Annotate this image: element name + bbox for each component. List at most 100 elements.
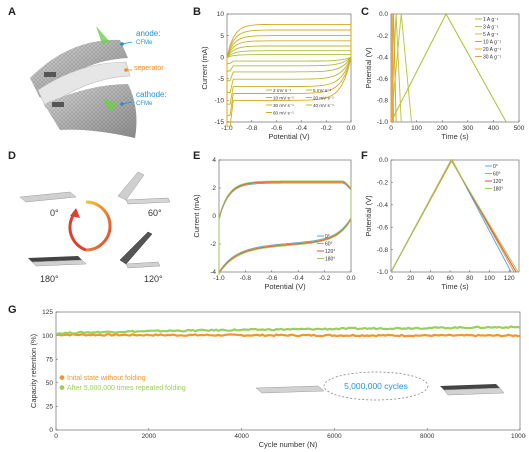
y-axis-label: Capacity retention (%) <box>29 333 38 408</box>
x-tick-label: 100 <box>411 125 422 132</box>
y-tick-label: 100 <box>42 333 53 340</box>
y-axis-label: Potential (V) <box>364 47 373 89</box>
x-tick-label: 120 <box>504 275 515 282</box>
y-axis-label: Potential (V) <box>364 195 373 237</box>
angle-label-120: 120° <box>144 274 163 284</box>
y-tick-label: 0 <box>212 213 216 220</box>
x-tick-label: 4000 <box>234 433 249 440</box>
y-tick-label: 50 <box>46 380 54 387</box>
x-tick-label: 0 <box>389 125 393 132</box>
x-tick-label: -0.2 <box>319 275 331 282</box>
legend-entry: 10 mV s⁻¹ <box>273 96 294 101</box>
bending-angles-drawing <box>19 171 171 269</box>
y-tick-label: 125 <box>42 309 53 316</box>
legend-marker <box>59 375 65 380</box>
y-tick-label: -0.8 <box>377 98 389 105</box>
chart-f-gcd-bending: 0 20 40 60 80 100 120 0.0 -0.2 -0.4 -0.6 -0.8 -1.0 Ti… <box>364 157 520 291</box>
x-axis-label: Potential (V) <box>268 132 310 141</box>
legend-entry: 10 A g⁻¹ <box>483 40 502 46</box>
legend-entry: 30 mV s⁻¹ <box>273 103 294 108</box>
legend-entry: 0° <box>493 164 498 170</box>
anode-sublabel: CFMe <box>136 40 153 46</box>
tab-connector <box>52 102 64 107</box>
legend-entry: 1 A g⁻¹ <box>483 17 499 23</box>
y-tick-label: -2 <box>210 241 216 248</box>
legend-entry: 0° <box>325 234 330 240</box>
tab-connector <box>44 72 56 77</box>
legend-marker <box>59 385 65 390</box>
legend-entry: 30 A g⁻¹ <box>483 55 502 61</box>
y-tick-label: 0.0 <box>379 11 388 18</box>
legend-entry: 60 mV s⁻¹ <box>273 111 294 116</box>
y-tick-label: -5 <box>218 76 224 83</box>
x-tick-label: 10000 <box>511 433 526 440</box>
y-tick-label: 0 <box>220 54 224 61</box>
panel-label-g: G <box>8 304 17 316</box>
cycle-loop <box>323 371 429 401</box>
y-tick-label: -0.4 <box>377 202 389 209</box>
x-tick-label: 200 <box>437 125 448 132</box>
y-tick-label: -4 <box>210 269 216 276</box>
x-tick-label: -0.8 <box>246 125 258 132</box>
x-tick-label: -0.4 <box>296 125 308 132</box>
cv-curve <box>226 40 352 93</box>
y-tick-label: 4 <box>212 157 216 164</box>
legend-entry: 5 A g⁻¹ <box>483 32 499 38</box>
legend-entry: 60° <box>493 172 501 178</box>
x-tick-label: -0.4 <box>293 275 305 282</box>
panel-label-b: B <box>193 6 201 18</box>
cv-curve <box>218 180 352 276</box>
device-0deg <box>19 191 77 203</box>
legend-entry: 20 mV s⁻¹ <box>313 96 334 101</box>
y-axis-label: Current (mA) <box>200 46 209 90</box>
x-axis-label: Time (s) <box>441 132 469 141</box>
gcd-curve <box>390 12 507 123</box>
plot-frame <box>55 311 521 431</box>
cathode-sublabel: CFMe <box>136 101 153 107</box>
y-tick-label: 0 <box>49 427 53 434</box>
cycles-annotation: 5,000,000 cycles <box>344 381 408 391</box>
y-tick-label: 0.0 <box>379 157 388 164</box>
retention-series <box>55 333 520 338</box>
chart-b-cv-scan-rates: -1.0 -0.8 -0.6 -0.4 -0.2 0.0 10 5 0 -5 -10 -15 Poten… <box>200 11 356 141</box>
y-tick-label: -0.2 <box>377 180 389 187</box>
y-tick-label: -1.0 <box>377 119 389 126</box>
x-tick-label: 2000 <box>142 433 157 440</box>
device-120deg <box>119 231 161 269</box>
chart-g-cycling-stability: 0 2000 4000 6000 8000 10000 125 100 75 50 25 0 Cycle… <box>29 309 526 449</box>
y-tick-label: -0.6 <box>377 76 389 83</box>
x-tick-label: -1.0 <box>213 275 225 282</box>
x-tick-label: 500 <box>514 125 525 132</box>
y-axis-label: Current (mA) <box>193 194 201 238</box>
anode-label: anode: <box>136 29 161 38</box>
y-tick-label: 2 <box>212 185 216 192</box>
legend-entry: 120° <box>325 249 335 255</box>
legend-entry: 40 mV s⁻¹ <box>313 103 334 108</box>
legend-entry: 2 mV s⁻¹ <box>273 88 292 93</box>
legend-entry: 60° <box>325 242 333 248</box>
arrow-head-icon <box>70 208 80 218</box>
chart-c-gcd-current-densities: 0 100 200 300 400 500 0.0 -0.2 -0.4 -0.6 -0.8 -1.0 T… <box>364 11 525 141</box>
separator-sheet <box>37 61 131 109</box>
separator-label: seperator <box>134 65 164 72</box>
y-tick-label: -0.6 <box>377 224 389 231</box>
panel-d-illustration: 0° 60° 120° 180° <box>10 162 190 297</box>
x-tick-label: 60 <box>446 275 454 282</box>
y-tick-label: 5 <box>220 33 224 40</box>
legend-entry: 3 A g⁻¹ <box>483 25 499 31</box>
angle-label-0: 0° <box>50 208 59 218</box>
x-axis-label: Time (s) <box>441 282 469 291</box>
panel-label-d: D <box>8 150 16 162</box>
y-tick-label: -15 <box>215 119 225 126</box>
x-tick-label: 0 <box>54 433 58 440</box>
y-tick-label: -1.0 <box>377 269 389 276</box>
x-tick-label: -0.6 <box>271 125 283 132</box>
cathode-glow-icon <box>102 98 118 112</box>
y-tick-label: 75 <box>46 356 54 363</box>
device-180deg <box>28 256 87 267</box>
retention-series <box>55 325 521 336</box>
y-tick-label: 25 <box>46 404 54 411</box>
cathode-sheet <box>44 84 137 138</box>
electrode-stack-drawing <box>30 26 137 138</box>
x-axis-label: Potential (V) <box>264 282 306 291</box>
